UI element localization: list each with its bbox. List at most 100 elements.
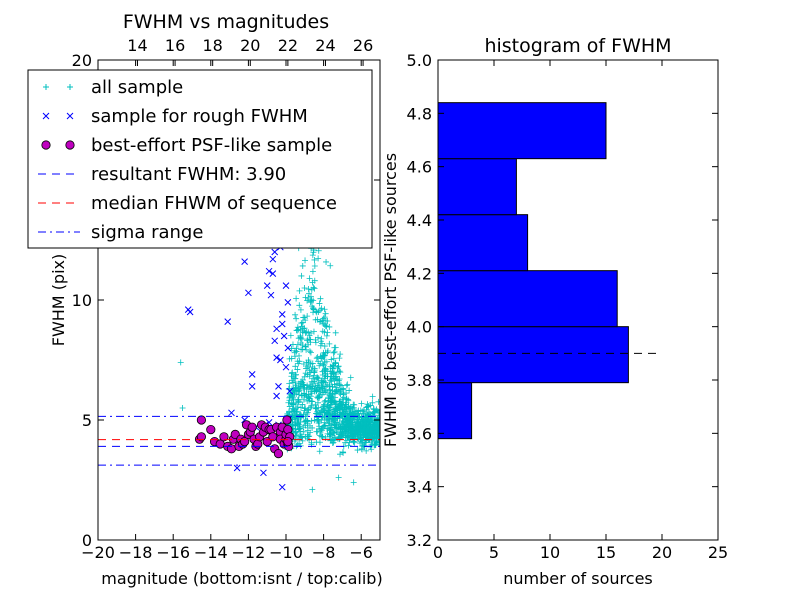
all-sample-point (325, 398, 332, 405)
all-sample-point (290, 408, 297, 415)
all-sample-point (337, 430, 344, 437)
x-tick-label: −12 (232, 543, 266, 562)
all-sample-point (373, 425, 380, 432)
all-sample-point (307, 339, 314, 346)
all-sample-point (328, 356, 335, 363)
all-sample-point (366, 416, 373, 423)
all-sample-point (296, 391, 303, 398)
rough-sample-point (275, 383, 282, 390)
all-sample-point (296, 428, 303, 435)
all-sample-point (375, 398, 380, 405)
all-sample-point (363, 447, 370, 454)
rough-sample-point (278, 311, 286, 318)
all-sample-point (322, 370, 329, 377)
rough-sample-point (248, 371, 256, 378)
all-sample-point (361, 421, 368, 428)
all-sample-point (327, 437, 334, 444)
all-sample-point (338, 402, 345, 409)
rough-sample-point (224, 318, 232, 325)
all-sample-point (359, 408, 366, 415)
all-sample-point (315, 255, 322, 262)
x-tick-label: −14 (194, 543, 228, 562)
all-sample-point (315, 247, 322, 254)
all-sample-point (332, 359, 339, 366)
all-sample-point (336, 405, 343, 412)
all-sample-point (295, 360, 302, 367)
all-sample-point (296, 352, 303, 359)
all-sample-point (317, 388, 324, 395)
all-sample-point (298, 336, 305, 343)
all-sample-point (297, 404, 304, 411)
all-sample-point (292, 418, 299, 425)
all-sample-point (342, 401, 349, 408)
all-sample-point (369, 393, 376, 400)
all-sample-point (365, 409, 372, 416)
all-sample-point (338, 386, 345, 393)
all-sample-point (340, 432, 347, 439)
all-sample-point (327, 373, 334, 380)
all-sample-point (305, 294, 312, 301)
all-sample-point (372, 421, 379, 428)
all-sample-point (321, 321, 328, 328)
legend-label: all sample (91, 77, 183, 98)
rough-sample-point (265, 267, 273, 275)
all-sample-point (297, 414, 304, 421)
all-sample-point (302, 257, 309, 264)
all-sample-point (329, 361, 336, 368)
all-sample-point (334, 409, 341, 416)
all-sample-point (371, 409, 378, 416)
all-sample-point (320, 402, 327, 409)
psf-sample-point (206, 424, 216, 435)
all-sample-point (309, 398, 316, 405)
all-sample-point (316, 300, 323, 307)
all-sample-point (323, 258, 330, 265)
all-sample-point (362, 429, 369, 436)
all-sample-point (292, 363, 299, 370)
psf-sample-point (196, 415, 206, 425)
all-sample-point (358, 416, 365, 423)
all-sample-point (288, 355, 295, 362)
all-sample-point (340, 422, 347, 429)
all-sample-point (297, 306, 304, 313)
all-sample-point (334, 376, 341, 383)
all-sample-point (307, 361, 314, 368)
all-sample-point (297, 326, 304, 333)
all-sample-point (306, 336, 313, 343)
rough-sample-point (271, 248, 279, 256)
all-sample-point (308, 439, 315, 446)
all-sample-point (304, 409, 311, 416)
top-axis-tick-label: 14 (127, 36, 147, 55)
all-sample-point (301, 284, 308, 291)
x-tick-label: 20 (652, 543, 672, 562)
rough-sample-point (245, 289, 252, 297)
all-sample-point (300, 360, 307, 367)
all-sample-point (293, 432, 300, 439)
all-sample-point (317, 360, 324, 367)
all-sample-point (329, 391, 336, 398)
all-sample-point (321, 367, 328, 374)
all-sample-point (321, 314, 328, 321)
all-sample-point (312, 316, 319, 323)
all-sample-point (337, 351, 344, 358)
all-sample-point (330, 429, 337, 436)
all-sample-point (322, 323, 329, 330)
all-sample-point (314, 354, 321, 361)
all-sample-point (302, 329, 309, 336)
y-tick-label: 5.0 (407, 51, 432, 70)
rough-sample-point (277, 356, 284, 364)
all-sample-point (300, 428, 307, 435)
rough-sample-point (269, 255, 277, 263)
all-sample-point (286, 380, 293, 387)
psf-sample-point (273, 448, 284, 459)
rough-sample-point (267, 291, 275, 299)
all-sample-point (315, 308, 322, 315)
all-sample-point (310, 379, 317, 386)
legend-box (27, 69, 373, 249)
psf-sample-point (282, 415, 292, 425)
all-sample-point (335, 369, 342, 376)
rough-sample-point (286, 387, 294, 395)
all-sample-point (316, 394, 323, 401)
all-sample-point (305, 286, 312, 293)
all-sample-point (296, 385, 303, 392)
